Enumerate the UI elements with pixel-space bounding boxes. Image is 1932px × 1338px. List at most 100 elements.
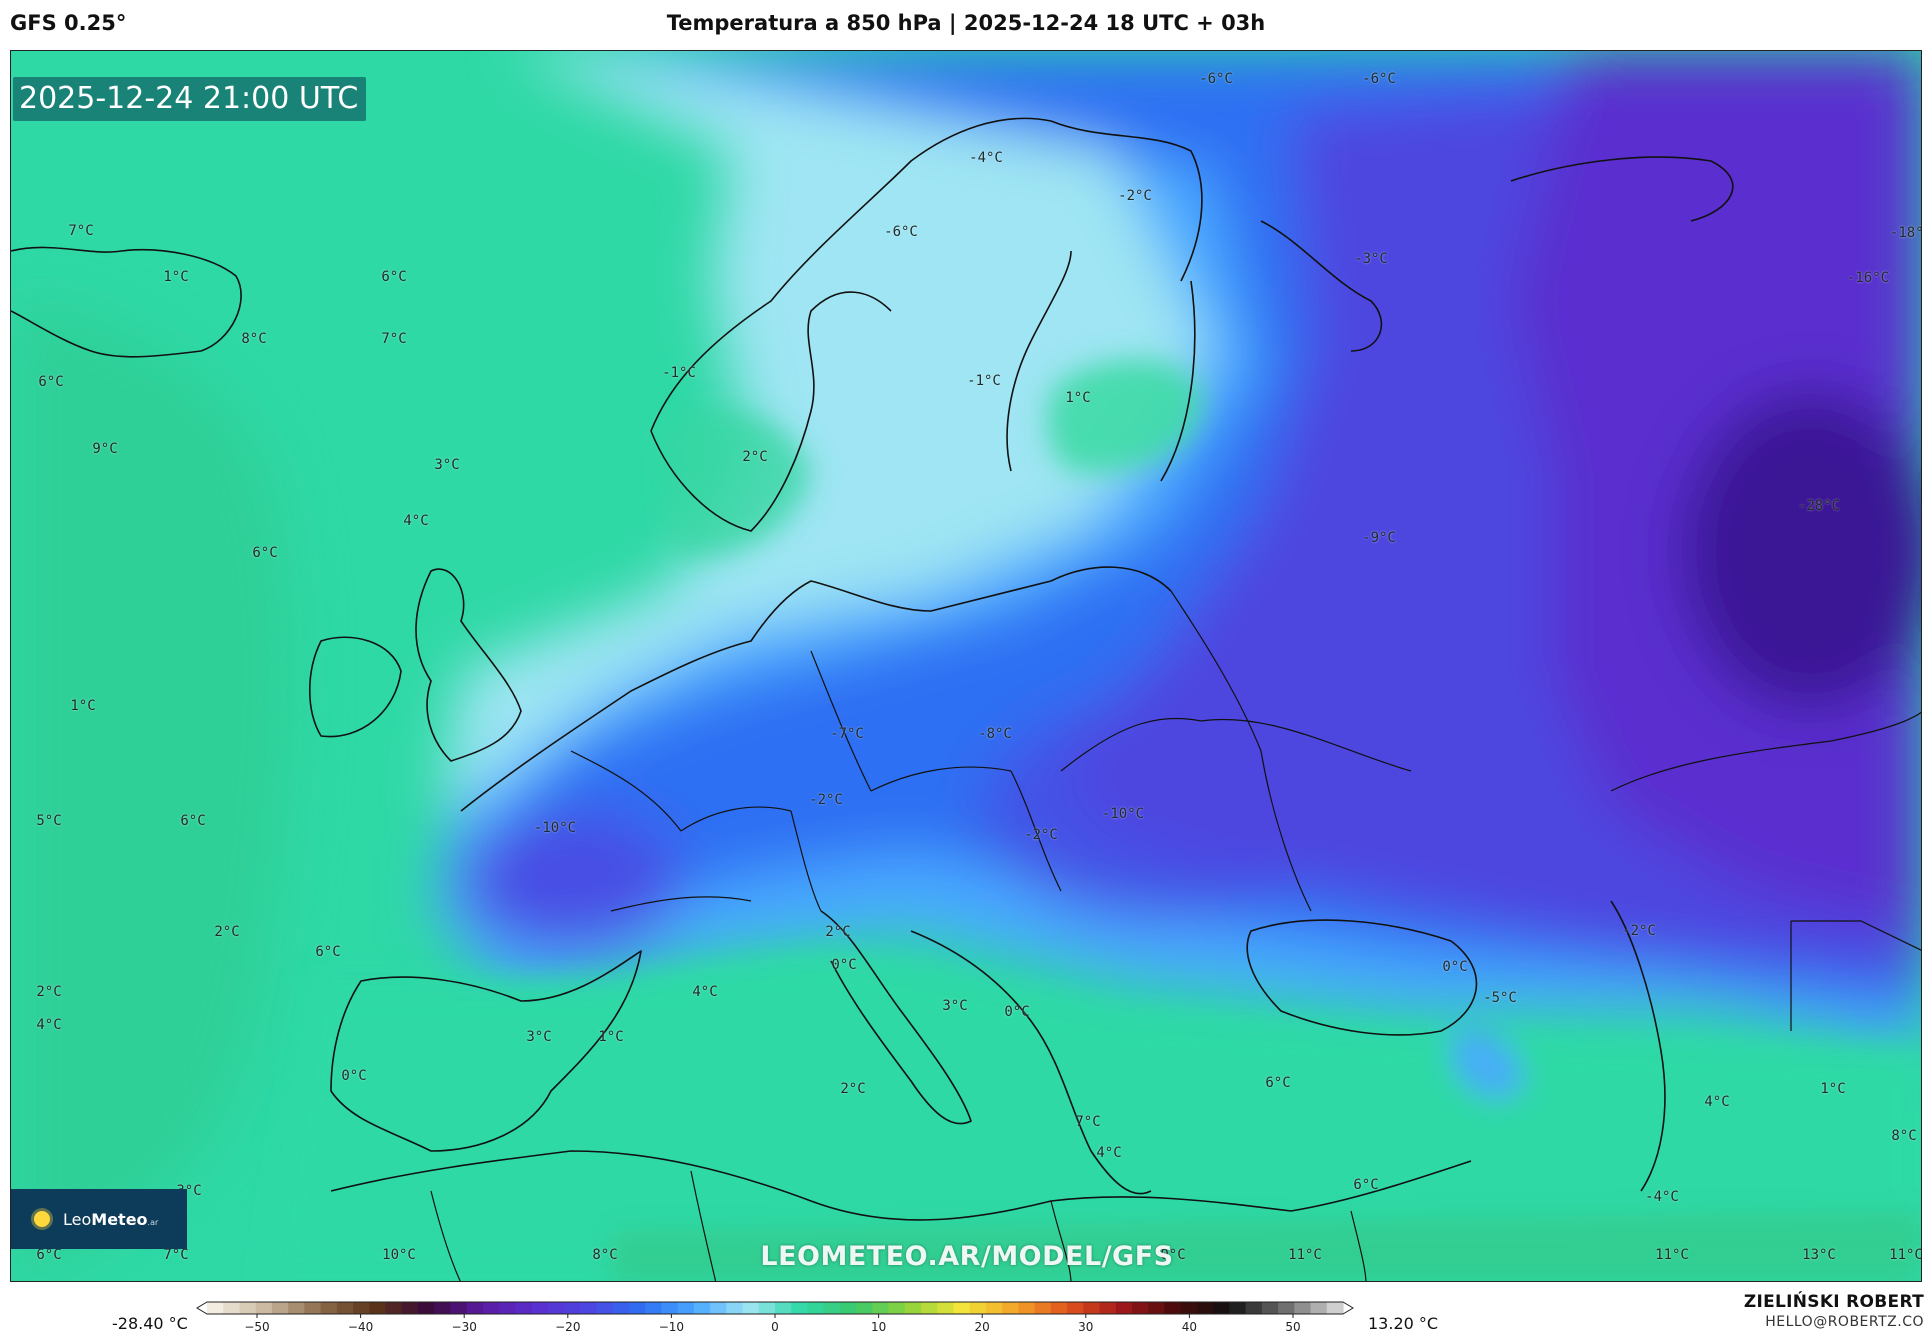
temperature-label: 11°C [1889,1247,1922,1263]
colorbar-swatch [1278,1302,1295,1314]
colorbar-swatch [937,1302,955,1314]
colorbar-swatch [353,1302,370,1314]
author-email[interactable]: HELLO@ROBERTZ.CO [1765,1314,1924,1330]
border-middle-east [1790,920,1921,1031]
coastlines [11,117,1734,1221]
colorbar-swatch [1067,1302,1084,1314]
temperature-label: 7°C [1075,1114,1101,1130]
temperature-label: -1°C [967,373,1001,389]
colorbar-swatch [1310,1302,1328,1314]
colorbar-swatch [450,1302,468,1314]
temperature-label: -2°C [809,792,843,808]
colorbar-swatch [255,1302,273,1314]
author-name: ZIELIŃSKI ROBERT [1743,1292,1924,1312]
colorbar-swatch [369,1302,387,1314]
colorbar-swatch [499,1302,516,1314]
sahara-warm [611,1211,1921,1281]
temperature-label: 1°C [1065,390,1091,406]
author-credit: ZIELIŃSKI ROBERT HELLO@ROBERTZ.CO [1744,1292,1924,1330]
colorbar-swatch [791,1302,809,1314]
temperature-label: 6°C [38,374,64,390]
temperature-label: 7°C [68,223,94,239]
border-west-europe [570,750,822,912]
colorbar-swatch [401,1302,419,1314]
colorbar-swatch [1261,1302,1279,1314]
temperature-label: 0°C [341,1068,367,1084]
colorbar-swatch [1164,1302,1182,1314]
colorbar: −50 −40 −30 −20 −10 0 10 20 30 40 50 [196,1301,1354,1334]
colorbar-swatch [628,1302,646,1314]
country-borders [430,590,1921,1281]
temperature-label: -10°C [533,820,577,836]
temperature-label: -18°C [1889,225,1921,241]
colorbar-tick-label: −50 [244,1320,269,1334]
temperature-label: 3°C [434,457,460,473]
colorbar-swatch [969,1302,987,1314]
temperature-label: 6°C [180,813,206,829]
map-canvas [11,51,1921,1281]
temperature-map[interactable]: 2025-12-24 21:00 UTC -6°C -6°C -4°C -2°C -6°… [10,50,1922,1282]
colorbar-swatch [856,1302,873,1314]
border-russia-kazakh [1610,711,1921,792]
colorbar-tick-label: −30 [452,1320,477,1334]
scandi-green [661,410,811,557]
coast-ireland [309,636,402,738]
finland-green [1047,359,1202,473]
coast-caspian [1610,900,1666,1192]
colorbar-swatch [1034,1302,1052,1314]
temperature-label: 6°C [315,944,341,960]
leometeo-logo[interactable]: LeoMeteo.ar [11,1189,187,1249]
colorbar-min-label: -28.40 °C [112,1314,188,1333]
coast-continent-north [460,566,1172,812]
colorbar-swatch [872,1302,890,1314]
temperature-label: 2°C [214,924,240,940]
temperature-label: 8°C [1891,1128,1917,1144]
logo-text: LeoMeteo.ar [63,1209,159,1229]
temperature-label: 11°C [1288,1247,1322,1263]
colorbar-swatch [288,1302,305,1314]
temperature-label: 0°C [1004,1004,1030,1020]
temperature-label: 1°C [1820,1081,1846,1097]
colorbar-swatch [921,1302,938,1314]
temperature-label: -1°C [662,365,696,381]
colorbar-swatch [564,1302,581,1314]
coast-north-africa [330,1150,1472,1221]
chart-title: Temperatura a 850 hPa | 2025-12-24 18 UT… [666,11,1266,35]
turkey-cold-spot [1451,1029,1523,1100]
border-central-europe [810,650,1202,892]
colorbar-swatch [677,1302,695,1314]
colorbar-tick-label: 50 [1285,1320,1300,1334]
colorbar-tick-label: −20 [555,1320,580,1334]
colorbar-swatch [742,1302,760,1314]
temperature-label: -3°C [1354,251,1388,267]
temperature-label: 0°C [1160,1247,1186,1263]
coast-novaya-zemlya [1510,156,1734,222]
colorbar-tick-label: −40 [348,1320,373,1334]
temperature-label: -8°C [978,726,1012,742]
temperature-label: -2°C [1118,188,1152,204]
colorbar-swatch [320,1302,338,1314]
temperature-label: 2°C [742,449,768,465]
colorbar-swatch [1132,1302,1149,1314]
colorbar-swatch [839,1302,857,1314]
colorbar-tick-label: 30 [1078,1320,1093,1334]
temperature-label: 4°C [36,1017,62,1033]
colorbar-frame [196,1301,1354,1315]
colorbar-swatch [823,1302,841,1314]
coast-black-sea [1246,919,1478,1036]
temperature-label: 6°C [252,545,278,561]
colorbar-swatch [531,1302,549,1314]
temperature-label: -16°C [1846,270,1890,286]
temperature-label: 6°C [1353,1177,1379,1193]
ukraine-cold [981,701,1341,921]
colorbar-swatch [1213,1302,1230,1314]
temperature-label: -4°C [1645,1189,1679,1205]
colorbar-swatch [612,1302,630,1314]
colorbar-swatch [1050,1302,1068,1314]
temperature-label: 4°C [1096,1145,1122,1161]
colorbar-swatch [985,1302,1003,1314]
header: GFS 0.25° Temperatura a 850 hPa | 2025-1… [0,0,1932,50]
colorbar-swatch [239,1302,257,1314]
temperature-label: -28°C [1797,498,1841,514]
temperature-label: 7°C [163,1247,189,1263]
